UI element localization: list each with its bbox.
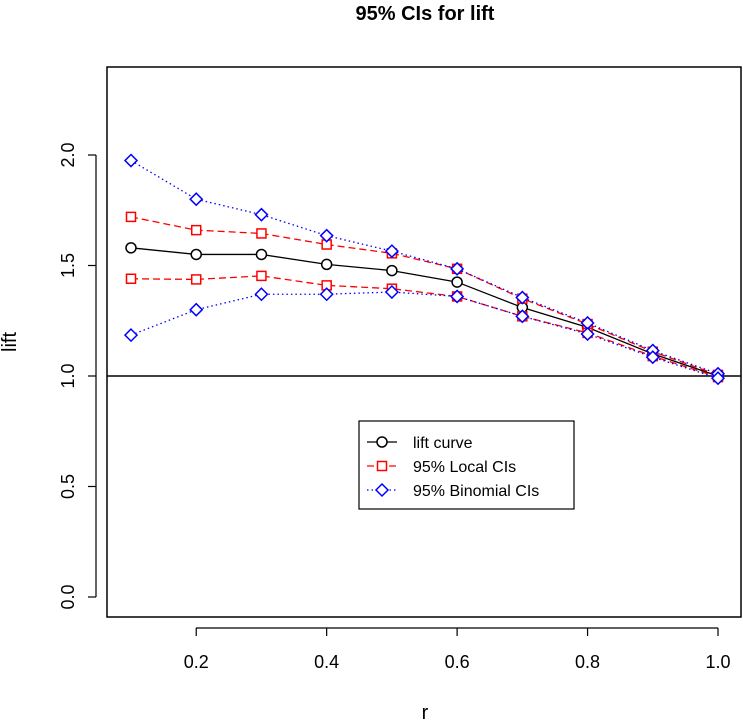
data-point [319,228,334,243]
data-point [710,371,726,386]
data-point [450,261,465,276]
data-point [384,284,399,300]
plot-frame [106,66,742,618]
legend-box [358,420,575,510]
series-4 [123,284,726,386]
data-point [320,258,333,271]
x-tick-label: 0.4 [314,652,339,672]
x-tick-label: 0.2 [184,652,209,672]
x-axis-label: r [422,702,429,724]
data-point [125,273,137,285]
series-layer [123,153,726,386]
series-line [130,159,719,375]
y-tick-label: 0.5 [58,474,78,499]
data-point [515,309,530,324]
data-point [386,264,398,277]
x-tick-label: 0.8 [575,652,600,672]
data-point [123,153,139,168]
series-2 [125,270,724,383]
data-point [190,248,202,261]
x-tick-label: 0.6 [445,652,470,672]
data-point [254,287,269,302]
y-tick-label: 1.5 [58,253,78,278]
data-point [123,328,139,343]
series-line [130,291,719,379]
y-axis: 0.0 0.5 1.0 1.5 2.0 [58,142,97,610]
data-point [255,248,268,261]
x-axis: 0.2 0.4 0.6 0.8 1.0 [184,627,731,672]
data-point [451,276,463,288]
legend-label: lift curve [413,435,473,452]
series-line [130,247,719,377]
legend-label: 95% Local CIs [413,459,516,476]
data-point [319,287,334,302]
y-tick-label: 0.0 [58,584,78,609]
data-point [125,211,137,223]
y-tick-label: 1.0 [58,363,78,388]
data-point [515,290,530,305]
data-point [189,302,204,317]
legend: lift curve 95% Local CIs 95% Binomial CIs [358,420,575,510]
y-tick-label: 2.0 [58,142,78,167]
data-point [190,274,202,285]
legend-label: 95% Binomial CIs [413,483,539,500]
legend-marker [374,482,390,498]
data-point [254,207,269,222]
series-line [130,275,719,378]
series-line [130,216,719,376]
series-0 [125,242,724,382]
x-tick-label: 1.0 [705,652,730,672]
data-point [645,350,660,365]
legend-marker [376,436,388,448]
data-point [189,192,204,207]
data-point [256,270,267,282]
data-point [450,289,465,304]
data-point [580,326,595,342]
data-point [256,228,267,239]
legend-marker [376,460,388,472]
data-point [384,244,399,259]
data-point [190,224,202,236]
chart-title: 95% CIs for lift [356,3,495,25]
y-axis-label: lift [0,332,21,352]
series-1 [125,211,724,381]
data-point [125,242,137,254]
